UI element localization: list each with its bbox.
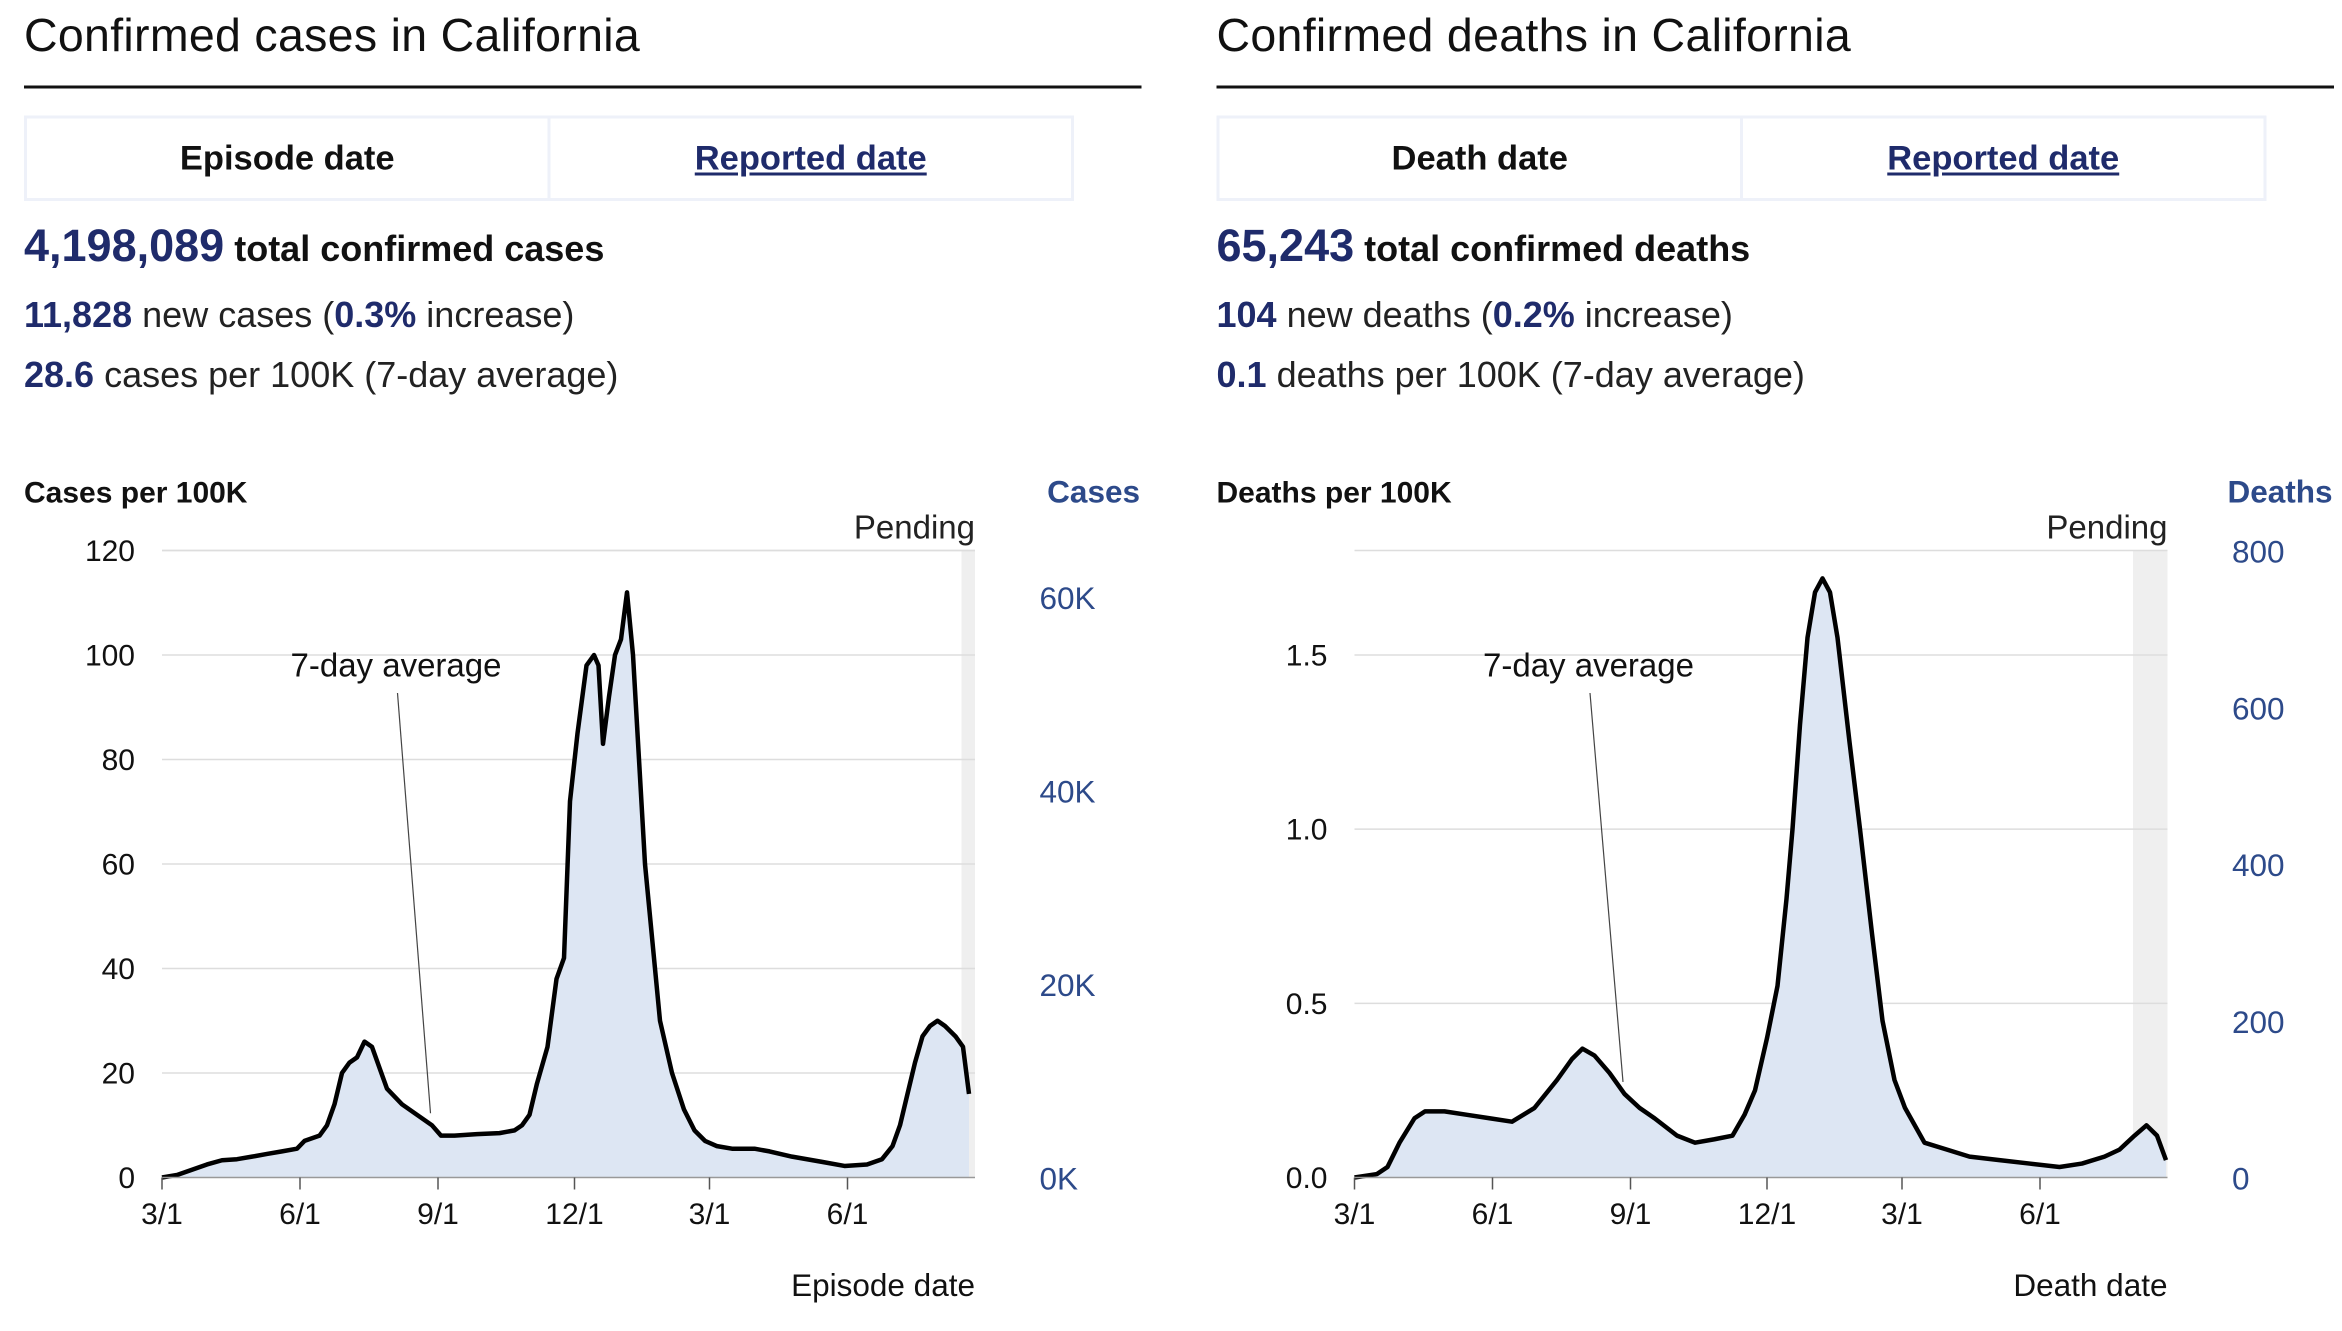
seven-day-average-line [161,590,972,1180]
y-tick-label: 0.5 [1286,988,1328,1021]
date-tabs: Death date Reported date [1216,115,2267,201]
x-tick-label: 12/1 [1738,1198,1796,1231]
rate-stat: 28.6 cases per 100K (7-day average) [24,356,618,398]
panel-title: Confirmed deaths in California [1216,9,1851,62]
date-tabs: Episode date Reported date [24,115,1074,201]
y-right-tick-label: 0K [1040,1161,1079,1197]
x-axis-title: Death date [2013,1267,2167,1303]
y-right-axis-title: Deaths [2227,474,2332,510]
rate-value: 0.1 [1216,355,1267,397]
cases-chart: 0 20 40 60 80 100 120 0K 20K 40K 60K 3/1 6/1 9/1 12/1 3… [24,474,1140,1304]
total-value: 4,198,089 [24,222,225,272]
total-stat: 4,198,089 total confirmed cases [24,222,604,273]
x-tick-label: 6/1 [279,1198,321,1231]
deaths-panel: Confirmed deaths in California Death dat… [1216,0,2334,1331]
panel-title: Confirmed cases in California [24,9,641,62]
x-tick-label: 6/1 [1472,1198,1514,1231]
y-tick-label: 60 [102,849,135,882]
rate-label: cases per 100K (7-day average) [104,355,619,397]
pending-label: Pending [2046,509,2167,546]
tab-reported-date[interactable]: Reported date [550,115,1074,201]
tab-reported-date[interactable]: Reported date [1743,115,2267,201]
pct-value: 0.2% [1492,295,1575,337]
y-right-tick-label: 800 [2232,534,2285,570]
title-divider [1216,85,2334,89]
x-tick-label: 3/1 [1881,1198,1923,1231]
tab-death-date[interactable]: Death date [1216,115,1743,201]
annotation-leader-line [396,692,432,1114]
y-right-tick-label: 60K [1040,580,1096,616]
tab-label: Reported date [1887,138,2120,177]
x-axis-title: Episode date [791,1267,975,1303]
rate-stat: 0.1 deaths per 100K (7-day average) [1217,356,1805,398]
y-tick-label: 40 [102,953,135,986]
y-right-tick-label: 200 [2232,1004,2285,1040]
daily-area [162,592,969,1178]
annotation-leader-line [1589,692,1624,1082]
annotation-label: 7-day average [291,647,502,684]
tab-episode-date[interactable]: Episode date [24,115,551,201]
x-tick-label: 3/1 [1334,1198,1376,1231]
y-tick-label: 0 [118,1162,135,1195]
y-tick-label: 0.0 [1286,1162,1328,1195]
y-axis-title: Cases per 100K [24,477,248,510]
x-tick-label: 9/1 [417,1198,459,1231]
annotation-label: 7-day average [1483,647,1694,684]
rate-value: 28.6 [24,355,95,397]
title-divider [24,85,1142,89]
x-tick-label: 9/1 [1610,1198,1652,1231]
new-stat: 11,828 new cases (0.3% increase) [24,296,574,338]
pct-value: 0.3% [334,295,417,337]
rate-label: deaths per 100K (7-day average) [1276,355,1805,397]
cases-panel: Confirmed cases in California Episode da… [24,0,1142,1331]
y-right-tick-label: 0 [2232,1161,2250,1197]
pct-label: increase) [1584,295,1733,337]
pending-label: Pending [854,509,975,546]
y-axis-title: Deaths per 100K [1217,477,1452,510]
x-tick-label: 6/1 [827,1198,869,1231]
x-tick-label: 3/1 [141,1198,183,1231]
tab-label: Death date [1391,138,1568,177]
total-label: total confirmed cases [234,229,605,271]
seven-day-average-line [1354,576,2169,1180]
y-right-tick-label: 600 [2232,690,2285,726]
y-right-tick-label: 40K [1040,773,1096,809]
total-stat: 65,243 total confirmed deaths [1217,222,1751,273]
y-tick-label: 100 [85,640,135,673]
x-tick-label: 12/1 [545,1198,603,1231]
total-label: total confirmed deaths [1364,229,1751,271]
y-right-tick-label: 400 [2232,847,2285,883]
tab-label: Reported date [694,138,927,177]
new-stat: 104 new deaths (0.2% increase) [1217,296,1733,338]
new-label: new cases ( [142,295,335,337]
y-tick-label: 120 [85,535,135,568]
y-right-tick-label: 20K [1040,967,1096,1003]
deaths-chart: 0.0 0.5 1.0 1.5 0 200 400 600 800 3/1 6/1 9/1 12/1 3/… [1217,474,2333,1304]
tab-label: Episode date [179,138,395,177]
daily-area [1354,578,2166,1178]
y-tick-label: 80 [102,744,135,777]
pending-band [2133,550,2168,1178]
y-tick-label: 1.5 [1286,640,1328,673]
y-tick-label: 20 [102,1058,135,1091]
new-value: 104 [1216,295,1277,337]
total-value: 65,243 [1216,222,1355,272]
new-label: new deaths ( [1286,295,1493,337]
pct-label: increase) [426,295,575,337]
x-tick-label: 3/1 [689,1198,731,1231]
new-value: 11,828 [24,295,133,337]
x-tick-label: 6/1 [2019,1198,2061,1231]
y-right-axis-title: Cases [1047,474,1140,510]
y-tick-label: 1.0 [1286,814,1328,847]
